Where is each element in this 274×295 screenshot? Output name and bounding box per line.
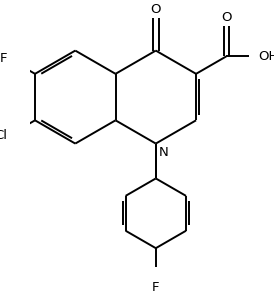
Text: O: O bbox=[221, 11, 232, 24]
Text: F: F bbox=[152, 281, 159, 294]
Text: OH: OH bbox=[258, 50, 274, 63]
Text: F: F bbox=[0, 52, 7, 65]
Text: N: N bbox=[159, 146, 168, 159]
Text: Cl: Cl bbox=[0, 129, 7, 142]
Text: O: O bbox=[150, 3, 161, 16]
